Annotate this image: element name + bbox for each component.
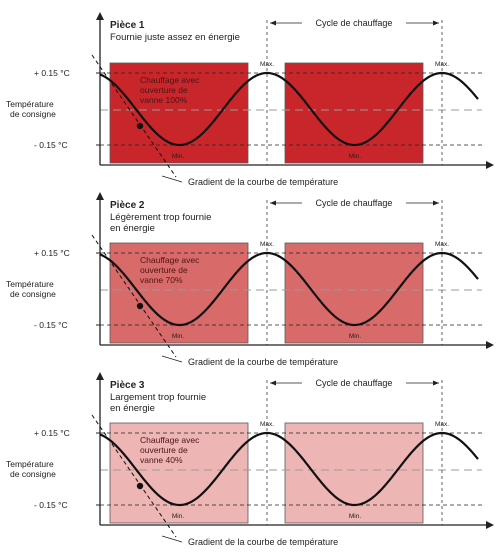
min-label: Min. <box>349 153 361 160</box>
cycle-arrow-left <box>270 200 276 206</box>
cycle-arrow-left <box>270 380 276 386</box>
setpoint-label: Température <box>6 459 54 469</box>
panel-subtitle: en énergie <box>110 403 155 414</box>
max-label: Max. <box>435 421 449 428</box>
y-axis-arrow <box>96 12 104 20</box>
x-axis-arrow <box>486 161 494 169</box>
heating-label: Chauffage avec <box>140 75 200 85</box>
setpoint-label: de consigne <box>10 469 56 479</box>
temperature-curve <box>99 431 479 507</box>
lower-limit-label: - 0.15 °C <box>34 140 68 150</box>
gradient-pointer <box>161 175 183 183</box>
panel-subtitle: Légèrement trop fournie <box>110 212 211 223</box>
cycle-arrow-right <box>433 200 439 206</box>
panel-title: Pièce 2 <box>110 200 145 211</box>
setpoint-label: Température <box>6 279 54 289</box>
heating-block <box>109 422 249 524</box>
x-axis-arrow <box>486 341 494 349</box>
temperature-curve <box>99 71 479 147</box>
temperature-curve <box>99 251 479 327</box>
gradient-tangent <box>91 54 177 178</box>
cycle-label: Cycle de chauffage <box>316 378 393 388</box>
min-label: Min. <box>172 153 184 160</box>
heating-label: vanne 70% <box>140 275 183 285</box>
max-label: Max. <box>435 241 449 248</box>
y-axis-arrow <box>96 192 104 200</box>
heating-label: ouverture de <box>140 445 188 455</box>
cycle-label-bg <box>302 16 406 29</box>
y-axis-arrow <box>96 372 104 380</box>
heating-label: vanne 100% <box>140 95 188 105</box>
min-label: Min. <box>172 333 184 340</box>
cycle-arrow-right <box>433 20 439 26</box>
max-label: Max. <box>260 61 274 68</box>
upper-limit-label: + 0.15 °C <box>34 68 70 78</box>
max-label: Max. <box>260 421 274 428</box>
upper-limit-label: + 0.15 °C <box>34 428 70 438</box>
min-label: Min. <box>349 513 361 520</box>
cycle-arrow-right <box>433 380 439 386</box>
heating-block <box>109 242 249 344</box>
min-label: Min. <box>349 333 361 340</box>
gradient-label: Gradient de la courbe de température <box>188 357 338 367</box>
heating-block <box>284 422 424 524</box>
cycle-label-bg <box>302 196 406 209</box>
heating-label: Chauffage avec <box>140 435 200 445</box>
x-axis-arrow <box>486 521 494 529</box>
gradient-tangent <box>91 414 177 538</box>
heating-label: vanne 40% <box>140 455 183 465</box>
panel-subtitle: en énergie <box>110 223 155 234</box>
heating-block <box>284 62 424 164</box>
heating-label: ouverture de <box>140 265 188 275</box>
cycle-arrow-left <box>270 20 276 26</box>
heating-block <box>284 242 424 344</box>
gradient-point <box>136 122 144 130</box>
gradient-label: Gradient de la courbe de température <box>188 537 338 547</box>
heating-block <box>109 62 249 164</box>
setpoint-label: de consigne <box>10 289 56 299</box>
panel-title: Pièce 1 <box>110 20 145 31</box>
heating-label: Chauffage avec <box>140 255 200 265</box>
gradient-pointer <box>161 355 183 363</box>
max-label: Max. <box>260 241 274 248</box>
heating-label: ouverture de <box>140 85 188 95</box>
gradient-point <box>136 482 144 490</box>
cycle-label: Cycle de chauffage <box>316 18 393 28</box>
gradient-point <box>136 302 144 310</box>
lower-limit-label: - 0.15 °C <box>34 320 68 330</box>
panel-title: Pièce 3 <box>110 380 145 391</box>
max-label: Max. <box>435 61 449 68</box>
setpoint-label: de consigne <box>10 109 56 119</box>
cycle-label: Cycle de chauffage <box>316 198 393 208</box>
cycle-label-bg <box>302 376 406 389</box>
panel-subtitle: Fournie juste assez en énergie <box>110 32 240 43</box>
min-label: Min. <box>172 513 184 520</box>
upper-limit-label: + 0.15 °C <box>34 248 70 258</box>
gradient-tangent <box>91 234 177 358</box>
gradient-label: Gradient de la courbe de température <box>188 177 338 187</box>
lower-limit-label: - 0.15 °C <box>34 500 68 510</box>
gradient-pointer <box>161 535 183 543</box>
setpoint-label: Température <box>6 99 54 109</box>
panel-subtitle: Largement trop fournie <box>110 392 206 403</box>
